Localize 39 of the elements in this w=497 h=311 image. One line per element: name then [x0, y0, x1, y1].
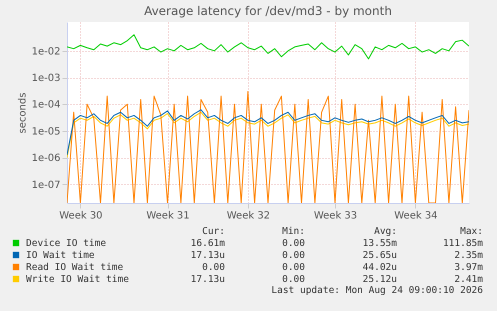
y-tick-label: 1e-03 — [32, 73, 60, 84]
text: 3.97m — [454, 262, 484, 273]
y-axis-title: seconds — [18, 92, 29, 134]
x-tick-label: Week 33 — [314, 210, 358, 222]
text: 17.13u — [190, 274, 225, 285]
y-tick-label: 1e-02 — [32, 46, 60, 58]
legend-label: Read IO Wait time — [26, 262, 124, 273]
legend-label: IO Wait time — [26, 250, 95, 261]
text: 0.00 — [282, 274, 306, 285]
x-tick-label: Week 32 — [226, 210, 270, 222]
y-tick-label: 1e-06 — [32, 153, 60, 164]
text: 25.12u — [362, 274, 397, 285]
text: Cur: — [202, 226, 225, 237]
y-tick-label: 1e-04 — [32, 100, 60, 111]
y-tick-label: 1e-05 — [32, 126, 60, 138]
text: 0.00 — [282, 238, 306, 249]
text: 0.00 — [282, 250, 306, 261]
text: Max: — [460, 226, 483, 237]
text: 25.65u — [362, 250, 397, 261]
text: 2.35m — [454, 250, 484, 261]
text: 13.55m — [362, 238, 398, 249]
text: 2.41m — [454, 274, 484, 285]
text: 16.61m — [190, 238, 226, 249]
text: 111.85m — [442, 238, 484, 249]
text: 0.00 — [202, 262, 226, 273]
legend-label: Device IO time — [26, 238, 106, 249]
text: 0.00 — [282, 262, 306, 273]
x-tick-label: Week 30 — [59, 210, 103, 222]
text: Min: — [282, 226, 305, 237]
text: 44.02u — [362, 262, 397, 273]
x-tick-label: Week 31 — [146, 210, 190, 222]
text: Last update: Mon Aug 24 09:00:10 2026 — [271, 285, 484, 296]
legend-label: Write IO Wait time — [26, 274, 130, 285]
y-tick-label: 1e-07 — [32, 180, 60, 191]
text: Avg: — [374, 226, 397, 237]
x-tick-label: Week 34 — [394, 210, 438, 222]
text: 17.13u — [190, 250, 225, 261]
chart-title: Average latency for /dev/md3 - by month — [144, 4, 392, 18]
line-series — [67, 34, 469, 60]
